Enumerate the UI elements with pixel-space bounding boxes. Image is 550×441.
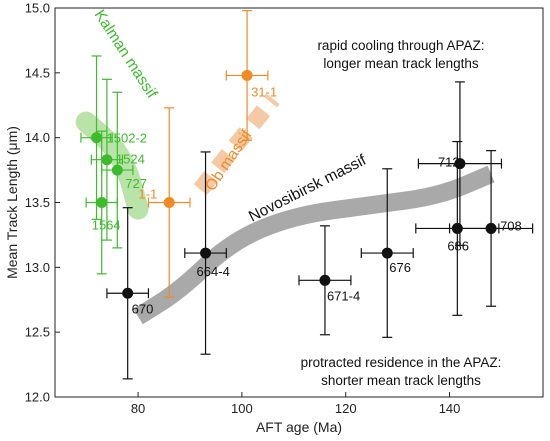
trend-band-kalman-massif xyxy=(75,111,149,220)
massif-label-kalman-massif: Kalman massif xyxy=(91,7,161,102)
y-tick-label: 14.0 xyxy=(25,130,50,145)
trend-band-novosibirsk-massif xyxy=(133,165,495,325)
point-label-712: 712 xyxy=(438,155,460,170)
data-point-1-1 xyxy=(163,197,175,208)
point-label-1524: 1524 xyxy=(116,152,145,167)
data-point-1564 xyxy=(96,197,108,208)
point-label-708: 708 xyxy=(500,218,522,233)
annotations: rapid cooling through APAZ: longer mean t… xyxy=(301,38,502,388)
trend-band-ob-massif xyxy=(193,93,280,195)
y-axis-title: Mean Track Length (μm) xyxy=(4,126,20,279)
point-label-1564: 1564 xyxy=(92,218,121,233)
y-tick-label: 12.0 xyxy=(25,390,50,405)
annotation-bottom-line-2: shorter mean track lengths xyxy=(321,373,481,388)
x-tick-label: 100 xyxy=(231,401,253,416)
data-point-670 xyxy=(122,287,134,299)
data-point-31-1 xyxy=(241,69,253,81)
data-points xyxy=(91,69,497,299)
point-label-670: 670 xyxy=(132,301,154,316)
x-tick-label: 120 xyxy=(335,401,357,416)
data-point-708 xyxy=(485,222,497,234)
ticks: 80 100 120 140 12.0 12.5 13.0 13.5 14.0 14.5 15.0 xyxy=(25,1,461,417)
massif-label-ob-massif: Ob massif xyxy=(202,126,255,194)
data-point-664-4 xyxy=(200,247,212,259)
point-label-727: 727 xyxy=(125,176,147,191)
data-point-686 xyxy=(451,222,463,234)
point-label-671-4: 671-4 xyxy=(327,288,360,303)
data-point-676 xyxy=(381,247,393,259)
data-point-1524 xyxy=(101,154,113,166)
y-tick-label: 14.5 xyxy=(25,65,50,80)
y-tick-label: 13.0 xyxy=(25,260,50,275)
data-point-712 xyxy=(454,158,466,170)
point-labels: 1502-2 1524 727 1564 1-1 31-1 670 664-4 671-4 676… xyxy=(92,84,522,316)
trend-bands xyxy=(75,93,495,325)
point-label-1-1: 1-1 xyxy=(138,187,157,202)
point-label-676: 676 xyxy=(389,260,411,275)
x-axis-title: AFT age (Ma) xyxy=(256,419,342,435)
data-point-1502-2 xyxy=(91,132,103,144)
data-point-671-4 xyxy=(319,274,331,286)
annotation-bottom-line-1: protracted residence in the APAZ: xyxy=(301,355,502,370)
point-label-664-4: 664-4 xyxy=(197,264,230,279)
point-label-1502-2: 1502-2 xyxy=(107,131,147,146)
x-tick-label: 80 xyxy=(131,401,145,416)
point-label-31-1: 31-1 xyxy=(251,84,277,99)
annotation-top-line-1: rapid cooling through APAZ: xyxy=(317,38,484,53)
point-label-686: 686 xyxy=(447,238,469,253)
y-tick-label: 13.5 xyxy=(25,195,50,210)
annotation-top-line-2: longer mean track lengths xyxy=(323,56,479,71)
y-tick-label: 12.5 xyxy=(25,325,50,340)
y-tick-label: 15.0 xyxy=(25,1,50,16)
data-point-727 xyxy=(111,164,123,176)
x-tick-label: 140 xyxy=(439,401,461,416)
